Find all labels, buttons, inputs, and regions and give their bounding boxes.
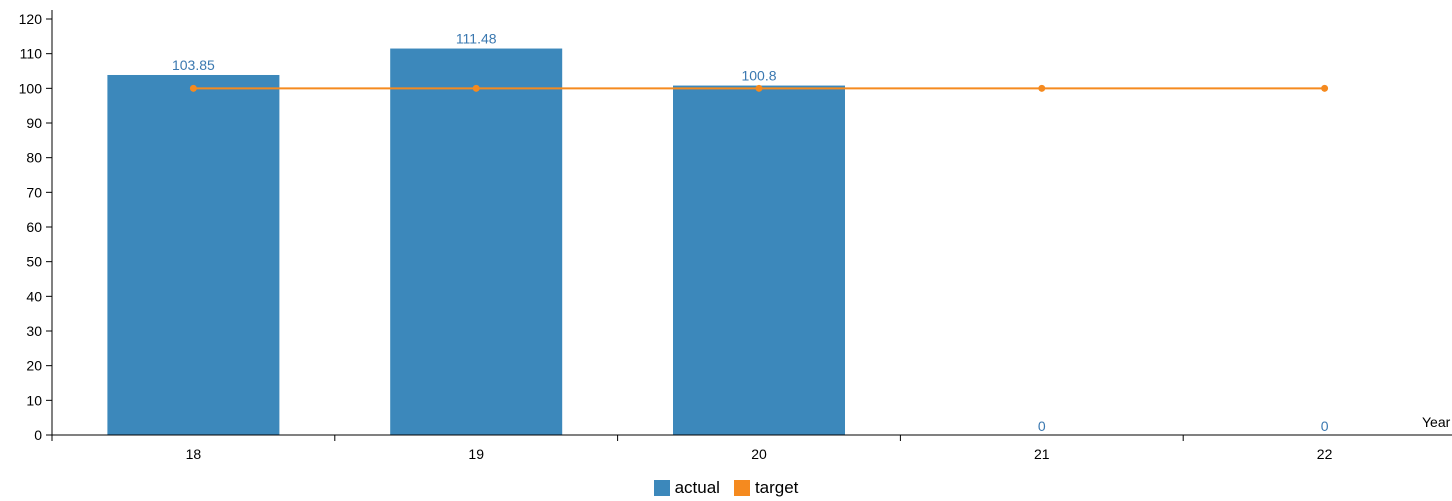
legend-item-actual[interactable]: actual <box>653 478 720 498</box>
y-tick-label-60: 60 <box>26 219 42 235</box>
x-axis: 18 19 20 21 22 <box>51 434 1452 462</box>
chart: 103.85 111.48 100.8 0 0 0 10 20 30 40 50 60 70 80 90 1… <box>19 10 1452 462</box>
y-tick-label-100: 100 <box>19 80 43 96</box>
legend-label-target: target <box>754 478 799 497</box>
bar-value-label-21: 0 <box>1038 418 1046 434</box>
y-tick-label-110: 110 <box>20 46 43 62</box>
bar-value-label-18: 103.85 <box>172 57 215 73</box>
bar-value-label-19: 111.48 <box>456 31 497 47</box>
target-point-22 <box>1321 84 1329 92</box>
bar-value-label-20: 100.8 <box>741 68 776 84</box>
legend-item-target[interactable]: target <box>733 478 799 498</box>
bar-19 <box>390 48 563 435</box>
x-tick-label-19: 19 <box>468 446 484 462</box>
y-tick-label-40: 40 <box>26 288 42 304</box>
target-point-19 <box>472 84 480 92</box>
y-tick-label-120: 120 <box>19 11 43 27</box>
target-point-20 <box>755 84 763 92</box>
y-tick-label-80: 80 <box>26 150 42 166</box>
target-point-18 <box>189 84 197 92</box>
legend-label-actual: actual <box>674 478 720 497</box>
target-point-21 <box>1038 84 1046 92</box>
y-tick-label-20: 20 <box>26 358 42 374</box>
x-axis-title: Year <box>1422 414 1451 430</box>
y-tick-label-0: 0 <box>34 427 42 443</box>
y-tick-label-10: 10 <box>26 392 42 408</box>
y-tick-label-70: 70 <box>26 184 42 200</box>
x-tick-label-22: 22 <box>1317 446 1333 462</box>
legend: actual target <box>0 478 1452 498</box>
bars-layer <box>107 48 845 435</box>
y-tick-label-30: 30 <box>26 323 42 339</box>
target-line-layer <box>189 84 1329 92</box>
y-tick-label-50: 50 <box>26 254 42 270</box>
legend-swatch-actual <box>653 480 670 496</box>
x-tick-label-20: 20 <box>751 446 767 462</box>
y-axis: 0 10 20 30 40 50 60 70 80 90 100 110 120 <box>19 10 53 443</box>
x-tick-label-18: 18 <box>186 446 202 462</box>
bar-labels-layer: 103.85 111.48 100.8 0 0 <box>172 31 1329 434</box>
legend-swatch-target <box>733 480 750 496</box>
bar-20 <box>673 85 845 435</box>
x-tick-label-21: 21 <box>1034 446 1050 462</box>
bar-18 <box>107 74 280 435</box>
bar-value-label-22: 0 <box>1321 418 1329 434</box>
y-tick-label-90: 90 <box>26 115 42 131</box>
